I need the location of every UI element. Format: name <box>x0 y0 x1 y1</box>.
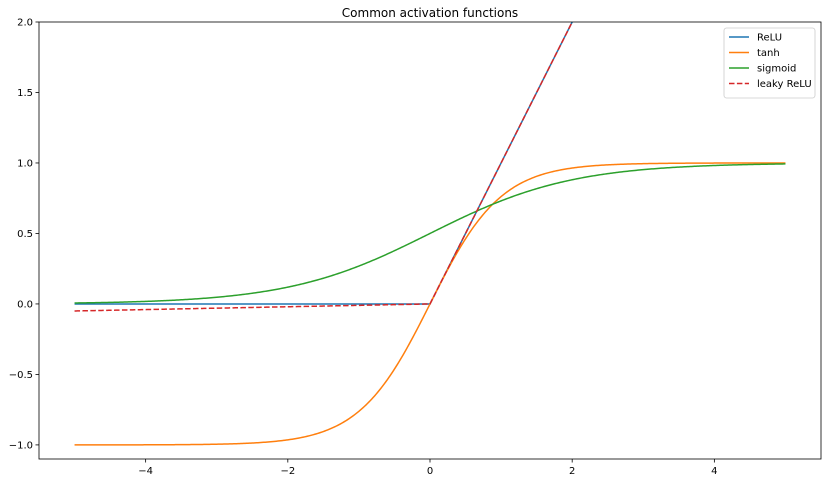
series-line-leaky-relu <box>74 22 574 312</box>
legend-entry-label: ReLU <box>757 33 782 44</box>
chart-title: Common activation functions <box>342 6 518 20</box>
y-tick-label: 2.0 <box>17 18 33 29</box>
legend-entry-label: tanh <box>757 48 780 59</box>
x-axis: −4 −2 0 2 4 <box>138 459 718 477</box>
legend-entry-label: leaky ReLU <box>757 79 812 90</box>
x-tick-label: −4 <box>138 466 153 477</box>
series-lines <box>74 22 786 446</box>
x-tick-label: 2 <box>569 466 575 477</box>
y-tick-label: 0.5 <box>17 229 33 240</box>
y-tick-label: 0.0 <box>17 299 33 310</box>
series-line-sigmoid <box>74 163 786 304</box>
y-tick-label: 1.5 <box>17 88 33 99</box>
y-tick-label: 1.0 <box>17 158 33 169</box>
legend: ReLU tanh sigmoid leaky ReLU <box>723 27 816 99</box>
x-tick-label: 0 <box>427 466 433 477</box>
y-tick-label: −0.5 <box>9 370 33 381</box>
legend-entry-label: sigmoid <box>757 64 796 75</box>
legend-box <box>723 27 816 99</box>
y-tick-label: −1.0 <box>9 440 33 451</box>
x-tick-label: −2 <box>280 466 295 477</box>
y-axis: −1.0 −0.5 0.0 0.5 1.0 1.5 2.0 <box>9 18 39 451</box>
x-tick-label: 4 <box>711 466 717 477</box>
